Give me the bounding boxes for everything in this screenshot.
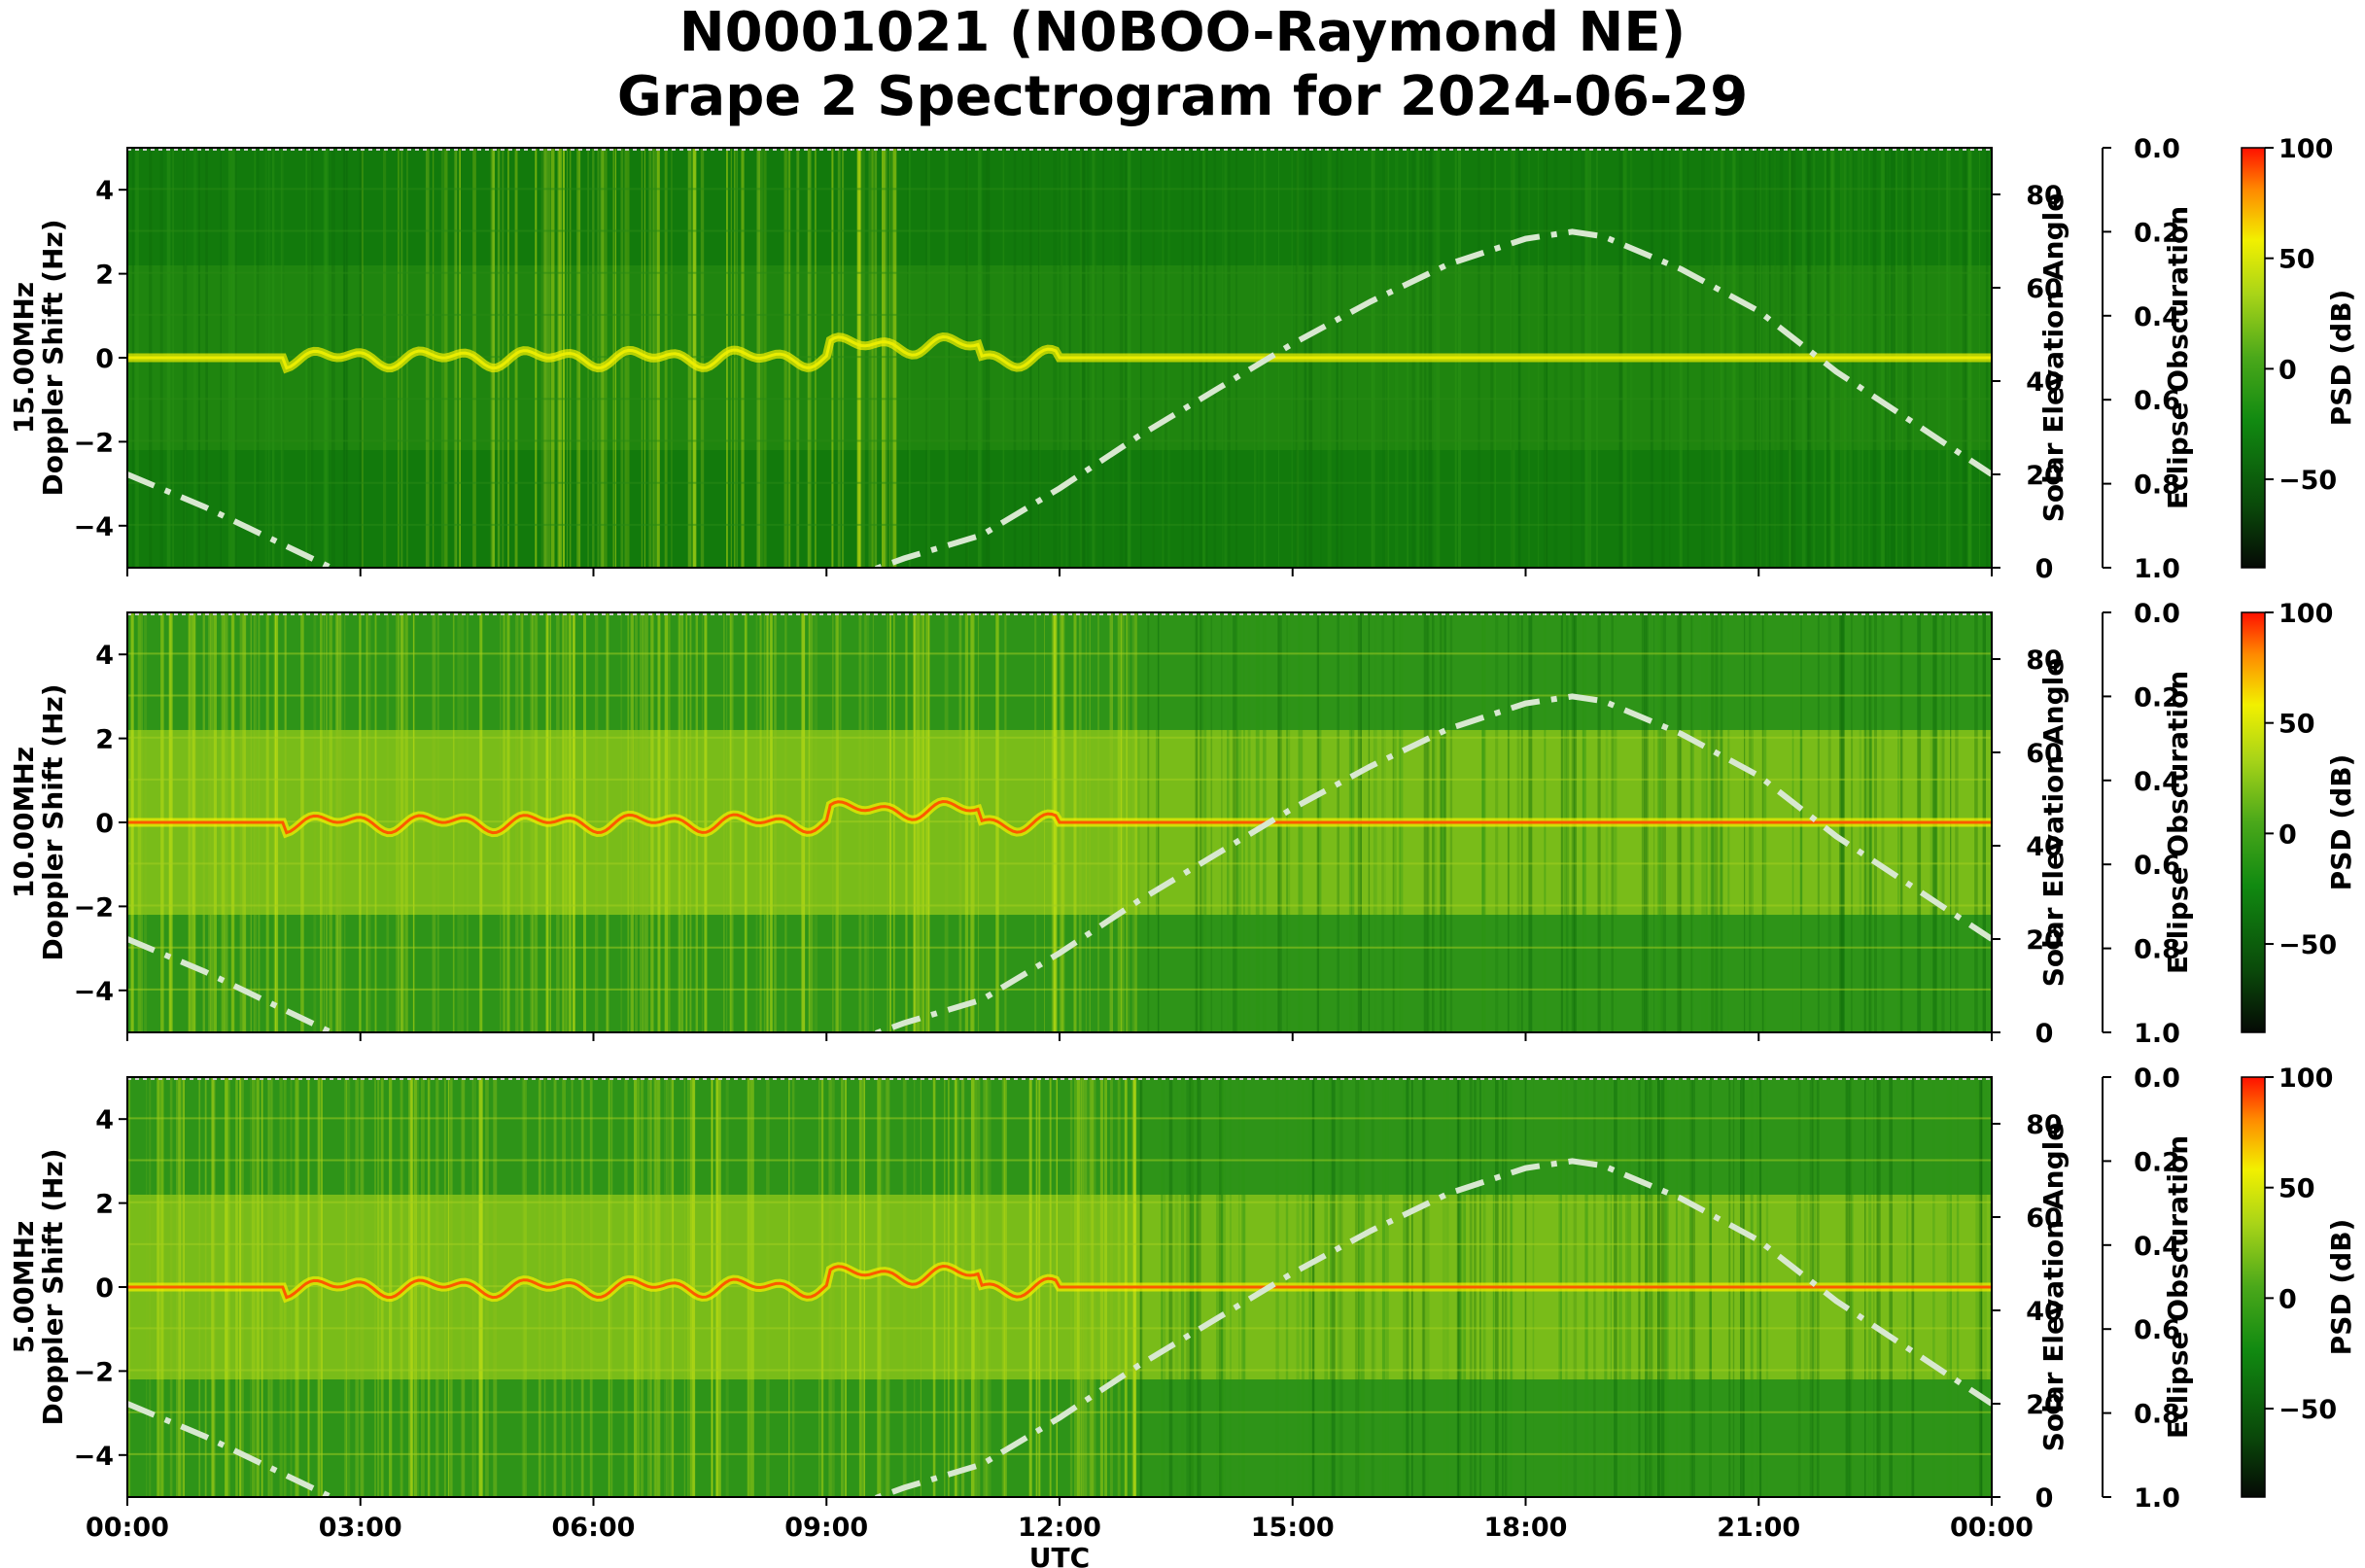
colorbar-label: PSD (dB) [2325, 290, 2357, 427]
eclipse-tick-label: 0.4 [2134, 1232, 2180, 1262]
eclipse-tick-label: 1.0 [2134, 554, 2180, 584]
y-tick-label: 0 [95, 809, 114, 839]
y-axis-label-frequency: 5.00MHz [8, 1221, 40, 1354]
solar-tick-label: 60 [2026, 1203, 2063, 1234]
eclipse-tick-label: 0.2 [2134, 218, 2180, 248]
solar-tick-label: 60 [2026, 274, 2063, 304]
x-tick-label: 00:00 [1950, 1513, 2034, 1543]
solar-elevation-label: Solar Elevation Angle [2037, 658, 2069, 987]
colorbar-tick-label: −50 [2278, 1395, 2337, 1425]
colorbar-tick-label: 50 [2278, 245, 2315, 275]
solar-tick-label: 20 [2026, 1390, 2063, 1420]
x-tick-label: 15:00 [1251, 1513, 1335, 1543]
solar-tick-label: 40 [2026, 1297, 2063, 1327]
y-tick-label: −2 [74, 428, 114, 458]
colorbar-tick-label: 50 [2278, 710, 2315, 740]
colorbar-tick-label: 0 [2278, 355, 2297, 385]
eclipse-tick-label: 0.8 [2134, 470, 2180, 501]
eclipse-tick-label: 0.2 [2134, 682, 2180, 713]
y-axis-label-doppler: Doppler Shift (Hz) [37, 219, 69, 496]
doppler-trace [127, 1264, 1992, 1300]
solar-tick-label: 20 [2026, 925, 2063, 956]
solar-tick-label: 80 [2026, 181, 2063, 211]
solar-tick-label: 80 [2026, 645, 2063, 676]
y-axis-label-frequency: 10.00MHz [8, 747, 40, 898]
doppler-trace [127, 334, 1992, 370]
colorbar-tick-label: 50 [2278, 1174, 2315, 1204]
eclipse-tick-label: 1.0 [2134, 1019, 2180, 1049]
y-tick-label: −2 [74, 892, 114, 923]
x-tick-label: 06:00 [552, 1513, 636, 1543]
colorbar-tick-label: 100 [2278, 1063, 2333, 1094]
eclipse-tick-label: 0.8 [2134, 935, 2180, 965]
x-tick-label: 18:00 [1484, 1513, 1568, 1543]
y-axis-label-doppler: Doppler Shift (Hz) [37, 1148, 69, 1425]
y-tick-label: −4 [74, 977, 114, 1007]
doppler-trace [127, 799, 1992, 835]
y-tick-label: −2 [74, 1357, 114, 1387]
colorbar-tick-label: 0 [2278, 1284, 2297, 1314]
y-tick-label: −4 [74, 512, 114, 542]
y-tick-label: 4 [95, 1105, 114, 1135]
x-tick-label: 21:00 [1717, 1513, 1800, 1543]
colorbar-tick-label: 100 [2278, 599, 2333, 629]
eclipse-tick-label: 0.0 [2134, 134, 2180, 164]
eclipse-tick-label: 0.6 [2134, 851, 2180, 881]
eclipse-tick-label: 0.0 [2134, 599, 2180, 629]
eclipse-obscuration-label: Eclipse Obscuration [2162, 1135, 2194, 1439]
chart-title-line-1: N0001021 (N0BOO-Raymond NE) [678, 1, 1687, 64]
x-tick-label: 03:00 [319, 1513, 402, 1543]
eclipse-tick-label: 0.4 [2134, 767, 2180, 797]
chart-title-line-2: Grape 2 Spectrogram for 2024-06-29 [616, 65, 1749, 128]
eclipse-tick-label: 0.6 [2134, 386, 2180, 416]
eclipse-tick-label: 0.8 [2134, 1400, 2180, 1430]
colorbar-tick-label: 0 [2278, 819, 2297, 850]
y-tick-label: 4 [95, 641, 114, 671]
solar-tick-label: 0 [2035, 554, 2054, 584]
y-tick-label: 2 [95, 725, 114, 755]
solar-tick-label: 40 [2026, 832, 2063, 862]
y-tick-label: 2 [95, 1190, 114, 1220]
eclipse-tick-label: 0.6 [2134, 1315, 2180, 1345]
psd-colorbar [2241, 1076, 2266, 1498]
eclipse-tick-label: 0.0 [2134, 1063, 2180, 1094]
solar-tick-label: 40 [2026, 367, 2063, 398]
y-tick-label: 2 [95, 261, 114, 291]
solar-tick-label: 20 [2026, 461, 2063, 491]
y-tick-label: 0 [95, 1273, 114, 1304]
x-tick-label: 12:00 [1018, 1513, 1101, 1543]
solar-elevation-label: Solar Elevation Angle [2037, 193, 2069, 522]
colorbar-tick-label: −50 [2278, 930, 2337, 960]
eclipse-tick-label: 0.2 [2134, 1147, 2180, 1177]
y-axis-label-frequency: 15.00MHz [8, 282, 40, 434]
eclipse-obscuration-label: Eclipse Obscuration [2162, 671, 2194, 974]
eclipse-tick-label: 1.0 [2134, 1483, 2180, 1514]
solar-tick-label: 60 [2026, 739, 2063, 769]
y-tick-label: 4 [95, 176, 114, 206]
eclipse-obscuration-label: Eclipse Obscuration [2162, 206, 2194, 509]
x-tick-label: 09:00 [784, 1513, 868, 1543]
psd-colorbar [2241, 147, 2266, 569]
y-tick-label: 0 [95, 344, 114, 374]
psd-colorbar [2241, 611, 2266, 1033]
x-tick-label: 00:00 [86, 1513, 169, 1543]
eclipse-tick-label: 0.4 [2134, 302, 2180, 332]
solar-elevation-label: Solar Elevation Angle [2037, 1123, 2069, 1451]
solar-tick-label: 0 [2035, 1483, 2054, 1514]
y-axis-label-doppler: Doppler Shift (Hz) [37, 683, 69, 960]
colorbar-label: PSD (dB) [2325, 1219, 2357, 1356]
x-axis-label: UTC [1029, 1542, 1090, 1568]
colorbar-tick-label: 100 [2278, 134, 2333, 164]
solar-tick-label: 80 [2026, 1110, 2063, 1140]
y-tick-label: −4 [74, 1442, 114, 1472]
colorbar-label: PSD (dB) [2325, 754, 2357, 891]
colorbar-tick-label: −50 [2278, 466, 2337, 496]
solar-tick-label: 0 [2035, 1019, 2054, 1049]
